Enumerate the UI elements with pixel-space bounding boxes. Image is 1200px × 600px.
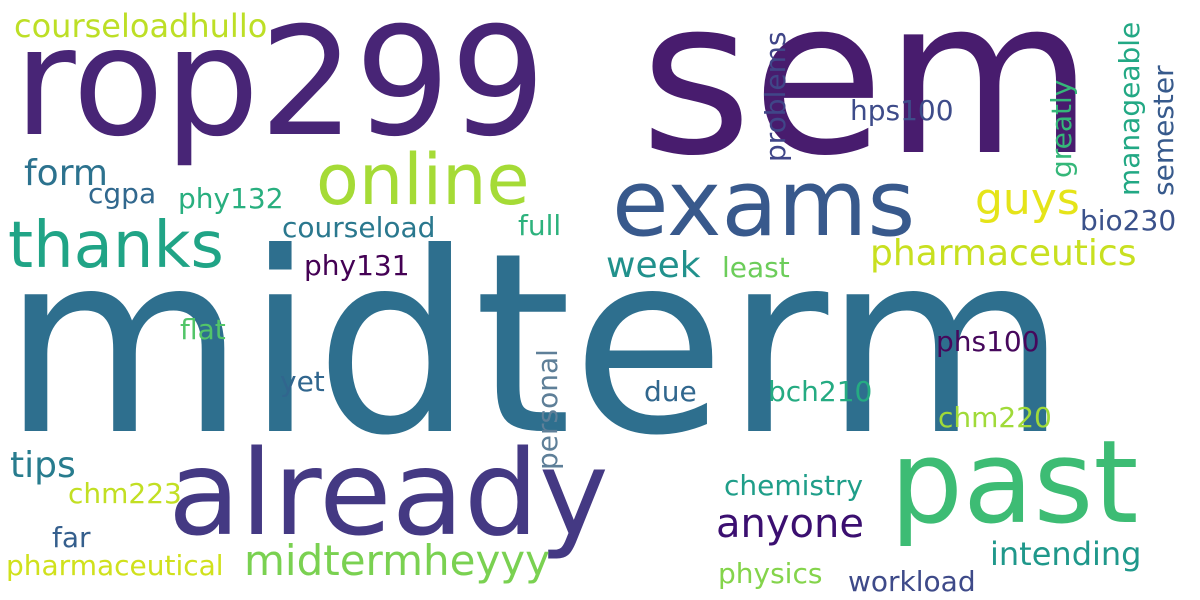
word-courseloadhullo: courseloadhullo — [14, 7, 268, 45]
word-chemistry: chemistry — [724, 469, 864, 502]
word-phy131: phy131 — [304, 249, 410, 282]
word-exams: exams — [612, 150, 916, 257]
word-thanks: thanks — [8, 209, 224, 283]
word-midtermheyyy: midtermheyyy — [244, 536, 551, 585]
word-least: least — [722, 251, 790, 284]
word-yet: yet — [280, 365, 325, 398]
word-week: week — [606, 245, 701, 286]
word-cgpa: cgpa — [88, 177, 157, 210]
word-sem: sem — [640, 0, 1094, 203]
word-form: form — [24, 153, 108, 194]
word-midterm: midterm — [2, 199, 1068, 490]
word-pharmaceutics: pharmaceutics — [870, 233, 1137, 274]
word-manageable: manageable — [1113, 21, 1146, 196]
word-semester: semester — [1147, 65, 1180, 196]
word-intending: intending — [990, 535, 1142, 573]
word-already: already — [168, 424, 609, 562]
word-online: online — [316, 139, 530, 221]
word-physics: physics — [718, 557, 823, 590]
word-courseload: courseload — [282, 211, 436, 244]
word-problems: problems — [759, 31, 792, 162]
word-personal: personal — [531, 349, 564, 470]
word-phy132: phy132 — [178, 182, 284, 215]
word-tips: tips — [10, 445, 76, 486]
word-workload: workload — [848, 565, 976, 598]
word-due: due — [644, 375, 697, 408]
word-chm223: chm223 — [68, 477, 182, 510]
word-flat: flat — [180, 313, 226, 346]
word-anyone: anyone — [716, 501, 864, 547]
word-pharmaceutical: pharmaceutical — [6, 549, 224, 582]
word-rop299: rop299 — [14, 0, 546, 170]
word-greatly: greatly — [1045, 79, 1078, 178]
word-bio230: bio230 — [1080, 204, 1177, 237]
word-full: full — [518, 209, 562, 242]
word-past: past — [890, 416, 1139, 550]
word-chm220: chm220 — [938, 401, 1052, 434]
word-phs100: phs100 — [936, 325, 1040, 358]
word-hps100: hps100 — [850, 94, 954, 127]
word-bch210: bch210 — [768, 375, 873, 408]
word-far: far — [52, 521, 91, 554]
word-guys: guys — [975, 174, 1080, 225]
